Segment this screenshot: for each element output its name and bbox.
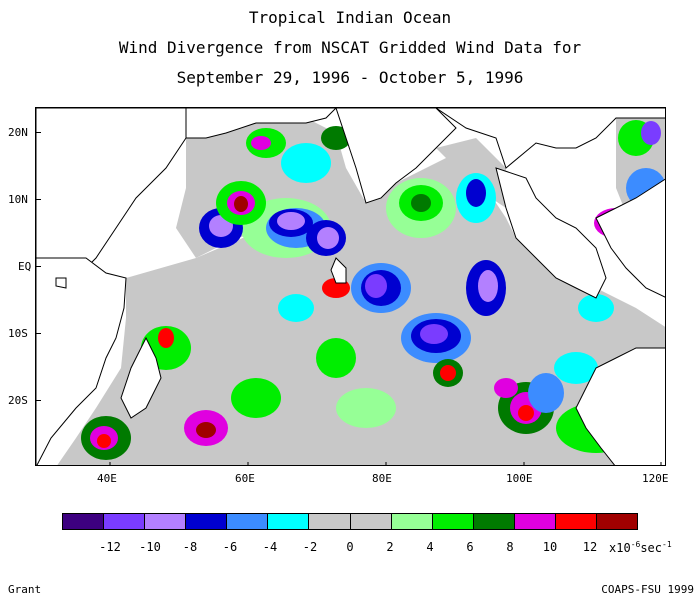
legend-label: -6 bbox=[222, 540, 238, 554]
legend-label: 10 bbox=[542, 540, 558, 554]
lat-label-10n: 10N bbox=[8, 193, 28, 206]
legend-label: -2 bbox=[302, 540, 318, 554]
title-line-3: September 29, 1996 - October 5, 1996 bbox=[176, 68, 524, 87]
legend-label: -12 bbox=[99, 540, 121, 554]
lon-label-120e: 120E bbox=[642, 472, 669, 485]
legend-swatch bbox=[391, 514, 433, 529]
legend-swatch bbox=[555, 514, 598, 529]
legend-swatch bbox=[104, 514, 146, 529]
lat-label-eq: EQ bbox=[18, 260, 32, 273]
legend-label: -8 bbox=[182, 540, 198, 554]
lat-tick bbox=[35, 266, 41, 267]
legend-label: -4 bbox=[262, 540, 278, 554]
lon-label-100e: 100E bbox=[506, 472, 533, 485]
lon-label-80e: 80E bbox=[372, 472, 392, 485]
color-legend bbox=[62, 513, 638, 530]
lat-tick bbox=[35, 333, 41, 334]
lat-tick bbox=[35, 132, 41, 133]
lat-tick bbox=[35, 400, 41, 401]
credit-institution: COAPS-FSU 1999 bbox=[601, 583, 694, 596]
lat-label-20s: 20S bbox=[8, 394, 28, 407]
legend-label: 8 bbox=[506, 540, 514, 554]
credit-author: Grant bbox=[8, 583, 42, 596]
legend-swatch bbox=[227, 514, 269, 529]
legend-swatch bbox=[514, 514, 556, 529]
legend-label: 12 bbox=[582, 540, 598, 554]
legend-swatch bbox=[268, 514, 310, 529]
title-line-2: Wind Divergence from NSCAT Gridded Wind … bbox=[118, 38, 582, 57]
legend-label: 4 bbox=[426, 540, 434, 554]
lon-label-60e: 60E bbox=[235, 472, 255, 485]
legend-swatch bbox=[186, 514, 228, 529]
land-masses bbox=[36, 108, 665, 465]
legend-swatch bbox=[63, 514, 105, 529]
legend-swatch bbox=[473, 514, 515, 529]
legend-label: 6 bbox=[466, 540, 474, 554]
lat-label-10s: 10S bbox=[8, 327, 28, 340]
legend-swatch bbox=[432, 514, 474, 529]
lat-tick bbox=[35, 199, 41, 200]
legend-swatch bbox=[309, 514, 351, 529]
divergence-map bbox=[35, 107, 666, 466]
legend-label: 2 bbox=[386, 540, 394, 554]
map-canvas bbox=[36, 108, 665, 465]
legend-label: 0 bbox=[346, 540, 354, 554]
legend-units: x10-6sec-1 bbox=[609, 540, 672, 555]
lon-label-40e: 40E bbox=[97, 472, 117, 485]
legend-swatch bbox=[350, 514, 392, 529]
legend-swatch bbox=[597, 514, 638, 529]
title-line-1: Tropical Indian Ocean bbox=[248, 8, 452, 27]
legend-label: -10 bbox=[139, 540, 161, 554]
legend-swatch bbox=[145, 514, 187, 529]
lat-label-20n: 20N bbox=[8, 126, 28, 139]
